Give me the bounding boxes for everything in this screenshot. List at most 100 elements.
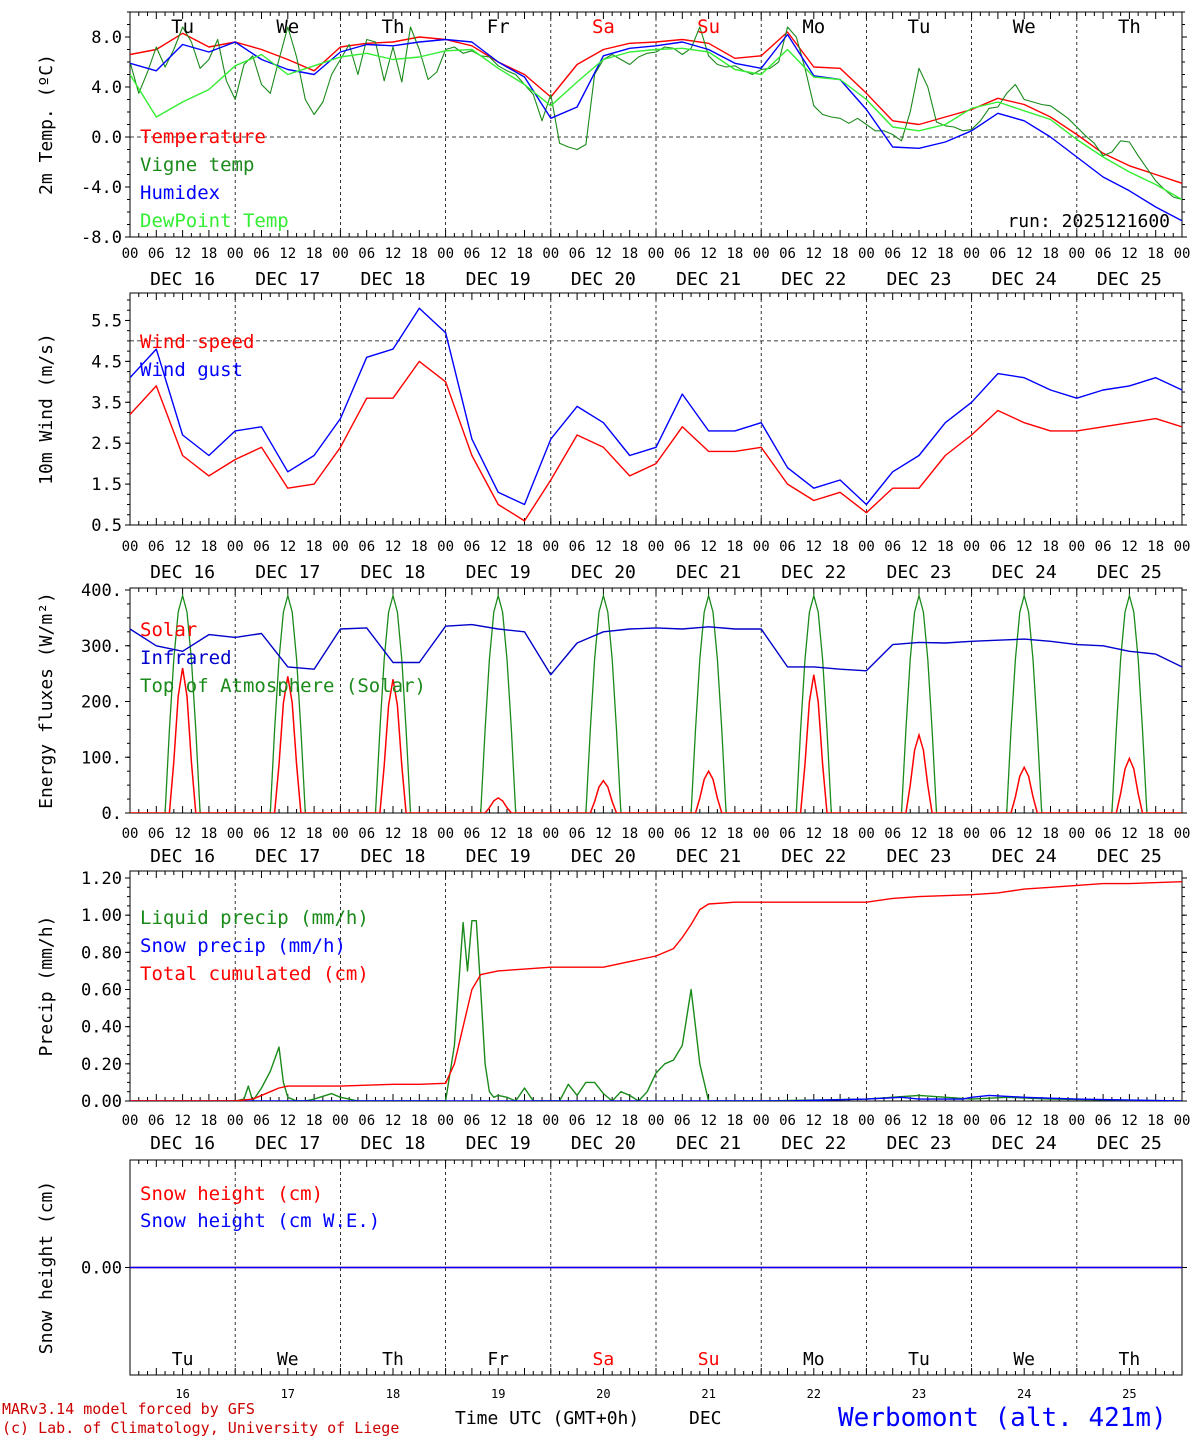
hour-label: 06: [989, 246, 1006, 262]
legend-entry: Top of Atmosphere (Solar): [140, 675, 426, 697]
hour-label: 18: [937, 1113, 954, 1129]
hour-label: 12: [1121, 1113, 1138, 1129]
hour-label: 00: [437, 246, 454, 262]
date-label: DEC 16: [150, 846, 215, 867]
hour-label: 00: [332, 246, 349, 262]
day-name: Th: [382, 16, 405, 38]
series-total-cumulated-cm-: [130, 881, 1182, 1101]
hour-label: 00: [858, 1113, 875, 1129]
hour-label: 00: [1174, 826, 1191, 842]
y-tick-label: 0.20: [81, 1055, 122, 1075]
hour-label: 18: [411, 539, 428, 555]
hour-label: 00: [648, 539, 665, 555]
hour-label: 06: [253, 826, 270, 842]
hour-label: 18: [832, 826, 849, 842]
hour-label: 00: [122, 1113, 139, 1129]
hour-label: 00: [332, 826, 349, 842]
date-label: DEC 18: [360, 1133, 425, 1154]
hour-label: 00: [227, 1113, 244, 1129]
hour-label: 06: [674, 1113, 691, 1129]
hour-label: 00: [753, 1113, 770, 1129]
legend-entry: Snow precip (mm/h): [140, 935, 346, 957]
wind-plot-area: [130, 307, 1182, 522]
hour-label: 00: [437, 826, 454, 842]
hour-label: 12: [595, 246, 612, 262]
legend-entry: Snow height (cm): [140, 1183, 323, 1205]
precip-panel: 0.00 0.20 0.40 0.60 0.80 1.00 1.20 Precip (mm/h…: [36, 869, 1190, 1154]
hour-label: 00: [122, 539, 139, 555]
day-name: We: [1013, 1349, 1035, 1370]
hour-label: 12: [174, 539, 191, 555]
hour-label: 18: [1147, 539, 1164, 555]
copyright-credit: (c) Lab. of Climatology, University of L…: [2, 1419, 399, 1437]
hour-label: 12: [490, 539, 507, 555]
hour-label: 00: [1068, 826, 1085, 842]
hour-label: 18: [306, 1113, 323, 1129]
snow-panel: 0.00 Snow height (cm) Snow height (cm) Snow…: [36, 1159, 1187, 1401]
day-name: Mo: [802, 16, 825, 38]
date-label: DEC 18: [360, 846, 425, 867]
hour-label: 12: [1121, 539, 1138, 555]
hour-label: 12: [1016, 246, 1033, 262]
y-tick-label: 400.: [81, 581, 122, 601]
hour-label: 12: [490, 246, 507, 262]
hour-label: 12: [1016, 1113, 1033, 1129]
hour-label: 00: [963, 826, 980, 842]
hour-label: 06: [569, 1113, 586, 1129]
hour-label: 00: [753, 539, 770, 555]
hour-label: 00: [858, 826, 875, 842]
energy-frame: [129, 587, 1183, 814]
y-tick-label: 0.80: [81, 943, 122, 963]
day-name: Tu: [908, 1349, 930, 1370]
hour-label: 18: [200, 539, 217, 555]
legend-entry: Total cumulated (cm): [140, 963, 369, 985]
y-axis-label: Energy fluxes (W/m²): [36, 592, 57, 809]
date-label: DEC 16: [150, 1133, 215, 1154]
day-name: Mo: [803, 1349, 825, 1370]
date-label: DEC 23: [886, 269, 951, 290]
hour-label: 00: [227, 826, 244, 842]
date-label: DEC 17: [255, 1133, 320, 1154]
day-number: 25: [1122, 1387, 1136, 1401]
date-label: DEC 24: [992, 269, 1057, 290]
series-vigne-temp: [130, 26, 1182, 201]
temperature-panel: -8.0 -4.0 0.0 4.0 8.0 2m Temp. (ºC) Temperatur…: [36, 11, 1190, 290]
day-name: Tu: [171, 16, 194, 38]
hour-label: 00: [1174, 539, 1191, 555]
hour-label: 06: [674, 246, 691, 262]
hour-label: 12: [700, 826, 717, 842]
hour-label: 18: [1042, 826, 1059, 842]
hour-label: 12: [595, 826, 612, 842]
day-name: We: [277, 1349, 299, 1370]
date-label: DEC 17: [255, 846, 320, 867]
hour-label: 06: [884, 826, 901, 842]
day-name: We: [1013, 16, 1036, 38]
hour-label: 12: [490, 1113, 507, 1129]
hour-label: 06: [674, 539, 691, 555]
hour-label: 12: [805, 246, 822, 262]
y-axis-label: 10m Wind (m/s): [36, 333, 57, 485]
hour-label: 18: [200, 246, 217, 262]
hour-label: 06: [569, 246, 586, 262]
legend-entry: Humidex: [140, 182, 220, 204]
hour-label: 06: [148, 826, 165, 842]
station-label: Werbomont (alt. 421m): [838, 1403, 1167, 1433]
hour-label: 18: [1147, 826, 1164, 842]
date-label: DEC 25: [1097, 846, 1162, 867]
date-label: DEC 24: [992, 562, 1057, 583]
hour-label: 12: [1016, 539, 1033, 555]
hour-label: 00: [963, 246, 980, 262]
series-liquid-precip-mm-h-: [130, 920, 1182, 1101]
y-tick-label: 2.5: [91, 434, 122, 454]
hour-label: 00: [1174, 1113, 1191, 1129]
day-name: Tu: [172, 1349, 194, 1370]
date-label: DEC 21: [676, 269, 741, 290]
legend-entry: DewPoint Temp: [140, 210, 289, 232]
hour-label: 12: [595, 539, 612, 555]
series-dewpoint-temp: [130, 47, 1182, 201]
y-tick-label: -4.0: [81, 178, 122, 198]
hour-label: 12: [490, 826, 507, 842]
y-tick-label: 300.: [81, 637, 122, 657]
hour-label: 00: [963, 1113, 980, 1129]
